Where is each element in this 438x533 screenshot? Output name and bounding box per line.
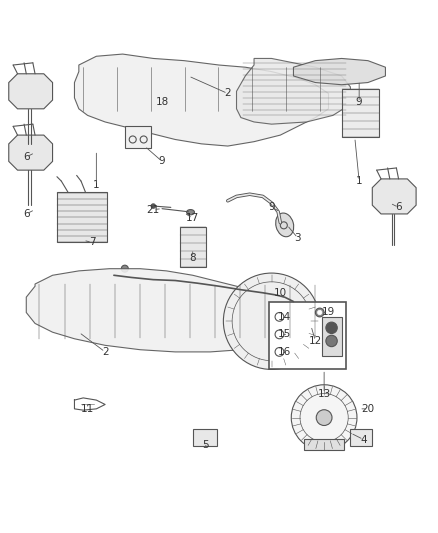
Bar	[125, 126, 151, 148]
Bar	[180, 227, 206, 266]
Polygon shape	[237, 59, 350, 124]
Text: 19: 19	[322, 308, 335, 318]
Text: 20: 20	[361, 404, 374, 414]
Text: 14: 14	[278, 312, 291, 322]
Ellipse shape	[187, 209, 194, 215]
Bar	[304, 439, 344, 449]
Polygon shape	[372, 179, 416, 214]
Text: 6: 6	[395, 203, 402, 212]
Text: 10: 10	[274, 288, 287, 298]
Text: 6: 6	[23, 209, 30, 219]
Text: 1: 1	[356, 176, 363, 186]
Bar	[269, 302, 346, 369]
Circle shape	[223, 273, 320, 369]
Text: 9: 9	[159, 156, 166, 166]
Text: 4: 4	[360, 434, 367, 445]
Text: 1: 1	[93, 181, 100, 190]
Text: 7: 7	[88, 237, 95, 247]
Circle shape	[290, 298, 297, 305]
Bar	[350, 429, 372, 446]
Bar	[342, 89, 379, 138]
Circle shape	[316, 410, 332, 425]
Circle shape	[326, 335, 337, 346]
Text: 9: 9	[268, 203, 275, 212]
Text: 18: 18	[155, 97, 169, 107]
Circle shape	[318, 310, 322, 314]
Text: 9: 9	[356, 97, 363, 107]
Text: 13: 13	[318, 389, 331, 399]
Polygon shape	[9, 74, 53, 109]
Polygon shape	[26, 269, 324, 352]
Text: 5: 5	[202, 440, 209, 450]
Text: 17: 17	[186, 213, 199, 223]
Polygon shape	[74, 54, 328, 146]
Text: 2: 2	[224, 88, 231, 99]
Bar	[193, 430, 217, 446]
Polygon shape	[9, 135, 53, 170]
Text: 6: 6	[23, 152, 30, 162]
Text: 16: 16	[278, 347, 291, 357]
Text: 2: 2	[102, 347, 109, 357]
Circle shape	[151, 204, 155, 208]
Circle shape	[315, 308, 324, 317]
Circle shape	[326, 322, 337, 334]
Circle shape	[121, 265, 128, 272]
Text: 21: 21	[147, 205, 160, 215]
Circle shape	[291, 385, 357, 450]
Text: 3: 3	[294, 233, 301, 243]
Ellipse shape	[276, 213, 294, 237]
Text: 12: 12	[309, 336, 322, 346]
Bar	[57, 192, 107, 243]
Text: 11: 11	[81, 404, 94, 414]
Text: 8: 8	[189, 253, 196, 263]
Polygon shape	[293, 59, 385, 85]
Text: 15: 15	[278, 329, 291, 340]
Bar	[322, 317, 342, 356]
